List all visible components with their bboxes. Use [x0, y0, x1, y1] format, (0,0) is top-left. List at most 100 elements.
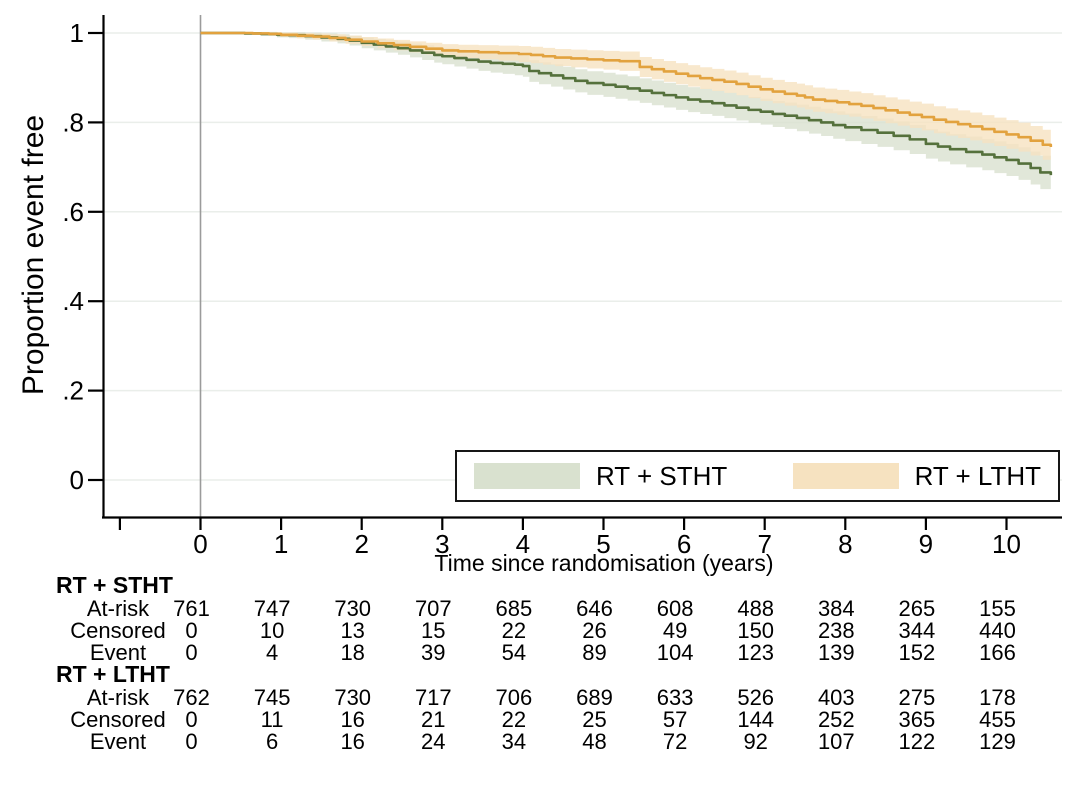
risk-value-cell: 707: [414, 595, 452, 621]
risk-value-cell: 0: [185, 728, 198, 754]
risk-value-cell: 238: [817, 617, 855, 643]
y-tick-label-1: 1: [70, 18, 84, 48]
risk-value-cell: 123: [737, 639, 775, 665]
risk-value-cell: 10: [259, 617, 285, 643]
y-tick-label-0: 0: [70, 465, 84, 495]
legend-label-ltht: RT + LTHT: [914, 460, 1041, 491]
risk-value-cell: 18: [340, 639, 365, 665]
risk-value-cell: 706: [495, 684, 533, 710]
x-tick-label-6: 6: [677, 529, 691, 559]
risk-value-cell: 685: [495, 595, 533, 621]
risk-value-cell: 646: [576, 595, 613, 621]
risk-value-cell: 384: [817, 595, 855, 621]
risk-value-cell: 21: [421, 706, 446, 732]
risk-value-cell: 129: [979, 728, 1016, 754]
y-tick-label-.2: .2: [62, 376, 84, 406]
risk-value-cell: 0: [185, 617, 198, 643]
risk-value-cell: 72: [662, 728, 688, 754]
risk-value-cell: 144: [737, 706, 775, 732]
risk-value-cell: 275: [898, 684, 936, 710]
risk-value-cell: 122: [898, 728, 936, 754]
y-tick-label-.6: .6: [62, 197, 84, 227]
risk-value-cell: 440: [979, 617, 1016, 643]
risk-value-cell: 0: [185, 706, 198, 732]
risk-value-cell: 39: [421, 639, 446, 665]
x-tick-label-0: 0: [193, 529, 207, 559]
risk-value-cell: 608: [656, 595, 694, 621]
risk-value-cell: 16: [340, 706, 365, 732]
risk-value-cell: 265: [898, 595, 936, 621]
risk-value-cell: 6: [265, 728, 279, 754]
x-tick-label-3: 3: [435, 529, 449, 559]
risk-value-cell: 104: [656, 639, 694, 665]
x-tick-label-1: 1: [274, 529, 288, 559]
risk-value-cell: 155: [979, 595, 1016, 621]
stht-color-swatch: [474, 463, 580, 489]
ci-band-ltht: [200, 32, 1051, 163]
risk-value-cell: 34: [501, 728, 527, 754]
x-tick-label-8: 8: [838, 529, 852, 559]
x-tick-label-5: 5: [596, 529, 610, 559]
risk-value-cell: 0: [185, 639, 198, 665]
risk-value-cell: 166: [979, 639, 1016, 665]
x-tick-label-10: 10: [992, 529, 1021, 559]
risk-row-label: At-risk: [86, 684, 150, 710]
risk-value-cell: 22: [501, 706, 527, 732]
survival-curve-ltht: [200, 31, 1053, 147]
risk-value-cell: 252: [817, 706, 855, 732]
y-tick-label-.4: .4: [62, 286, 84, 316]
risk-value-cell: 22: [501, 617, 527, 643]
legend-entry-ltht: RT + LTHT: [792, 460, 1041, 492]
risk-row-label: At-risk: [86, 595, 150, 621]
risk-value-cell: 57: [662, 706, 688, 732]
risk-value-cell: 107: [817, 728, 855, 754]
legend: RT + STHT RT + LTHT: [455, 450, 1060, 502]
x-tick-label-7: 7: [757, 529, 771, 559]
risk-group-header-ltht: RT + LTHT: [56, 660, 170, 687]
risk-value-cell: 488: [737, 595, 775, 621]
risk-value-cell: 89: [582, 639, 607, 665]
risk-value-cell: 24: [421, 728, 446, 754]
survival-curve-stht: [200, 31, 1053, 176]
risk-value-cell: 730: [334, 595, 372, 621]
risk-value-cell: 717: [414, 684, 452, 710]
y-axis-title: Proportion event free: [17, 114, 50, 396]
x-tick-label-9: 9: [919, 529, 933, 559]
risk-value-cell: 633: [656, 684, 694, 710]
risk-value-cell: 747: [253, 595, 291, 621]
risk-value-cell: 15: [421, 617, 446, 643]
x-axis-title: Time since randomisation (years): [434, 550, 774, 576]
risk-value-cell: 11: [260, 706, 284, 732]
x-tick-label-2: 2: [354, 529, 368, 559]
risk-value-cell: 526: [737, 684, 775, 710]
risk-value-cell: 178: [979, 684, 1016, 710]
legend-entry-stht: RT + STHT: [474, 461, 727, 492]
risk-value-cell: 730: [334, 684, 372, 710]
risk-value-cell: 745: [253, 684, 291, 710]
risk-value-cell: 152: [898, 639, 936, 665]
risk-value-cell: 26: [582, 617, 607, 643]
risk-value-cell: 139: [817, 639, 855, 665]
risk-value-cell: 49: [662, 617, 688, 643]
risk-value-cell: 25: [582, 706, 607, 732]
risk-value-cell: 150: [737, 617, 775, 643]
risk-value-cell: 689: [576, 684, 613, 710]
risk-value-cell: 16: [340, 728, 365, 754]
risk-value-cell: 455: [979, 706, 1016, 732]
risk-value-cell: 344: [898, 617, 936, 643]
risk-group-header-stht: RT + STHT: [56, 571, 173, 598]
risk-value-cell: 54: [501, 639, 527, 665]
ltht-color-swatch: [792, 463, 899, 489]
risk-value-cell: 4: [265, 639, 279, 665]
risk-value-cell: 92: [743, 728, 768, 754]
risk-value-cell: 403: [817, 684, 855, 710]
risk-row-label: Censored: [70, 706, 166, 732]
x-tick-label-4: 4: [516, 529, 530, 559]
risk-value-cell: 761: [173, 595, 210, 621]
risk-row-label: Censored: [70, 617, 166, 643]
risk-value-cell: 13: [340, 617, 365, 643]
risk-row-label: Event: [89, 728, 147, 754]
legend-label-stht: RT + STHT: [596, 460, 728, 491]
survival-plot-canvas: 1 .8 .6 .4 .2 0 0 1 2 3 4 5 6 7 8 9 10: [62, 15, 1062, 559]
